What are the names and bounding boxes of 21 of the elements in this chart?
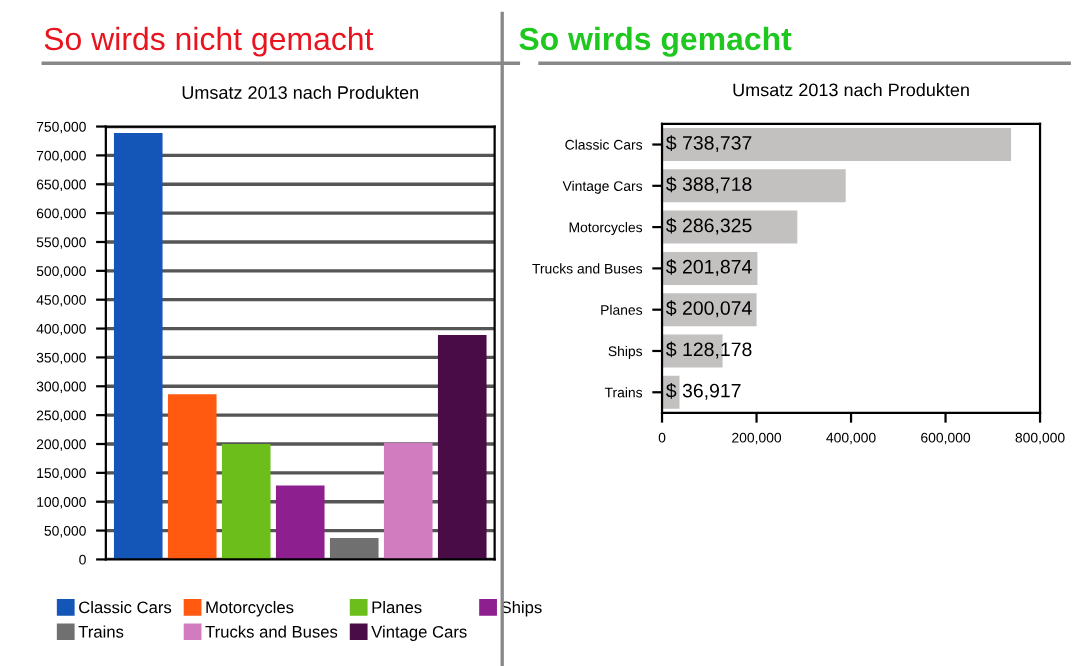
data-label: $ 388,718 <box>666 176 752 194</box>
data-label: $ 200,074 <box>666 300 752 318</box>
bar <box>662 210 798 244</box>
data-label: $ 738,737 <box>666 135 752 153</box>
data-label: $ 286,325 <box>666 217 752 235</box>
data-label: $ 36,917 <box>666 382 741 400</box>
chart-subtitle: Umsatz 2013 nach Produkten <box>182 85 419 99</box>
legend-label: Ships <box>501 601 542 617</box>
chart-title: So wirds nicht gemacht <box>44 26 374 57</box>
bar <box>662 128 1012 162</box>
data-label: $ 201,874 <box>666 259 752 276</box>
bar <box>662 169 846 203</box>
legend-label: Classic Cars <box>79 601 172 614</box>
chart-subtitle: Umsatz 2013 nach Produkten <box>733 83 969 97</box>
legend-label: Planes <box>372 601 422 614</box>
legend-label: Vintage Cars <box>371 625 467 641</box>
legend-label: Trains <box>78 625 124 638</box>
chart-title: So wirds gemacht <box>519 26 792 57</box>
legend-label: Trucks and Buses <box>205 625 338 638</box>
legend-label: Motorcycles <box>206 601 294 617</box>
data-label: $ 128,178 <box>666 341 752 359</box>
